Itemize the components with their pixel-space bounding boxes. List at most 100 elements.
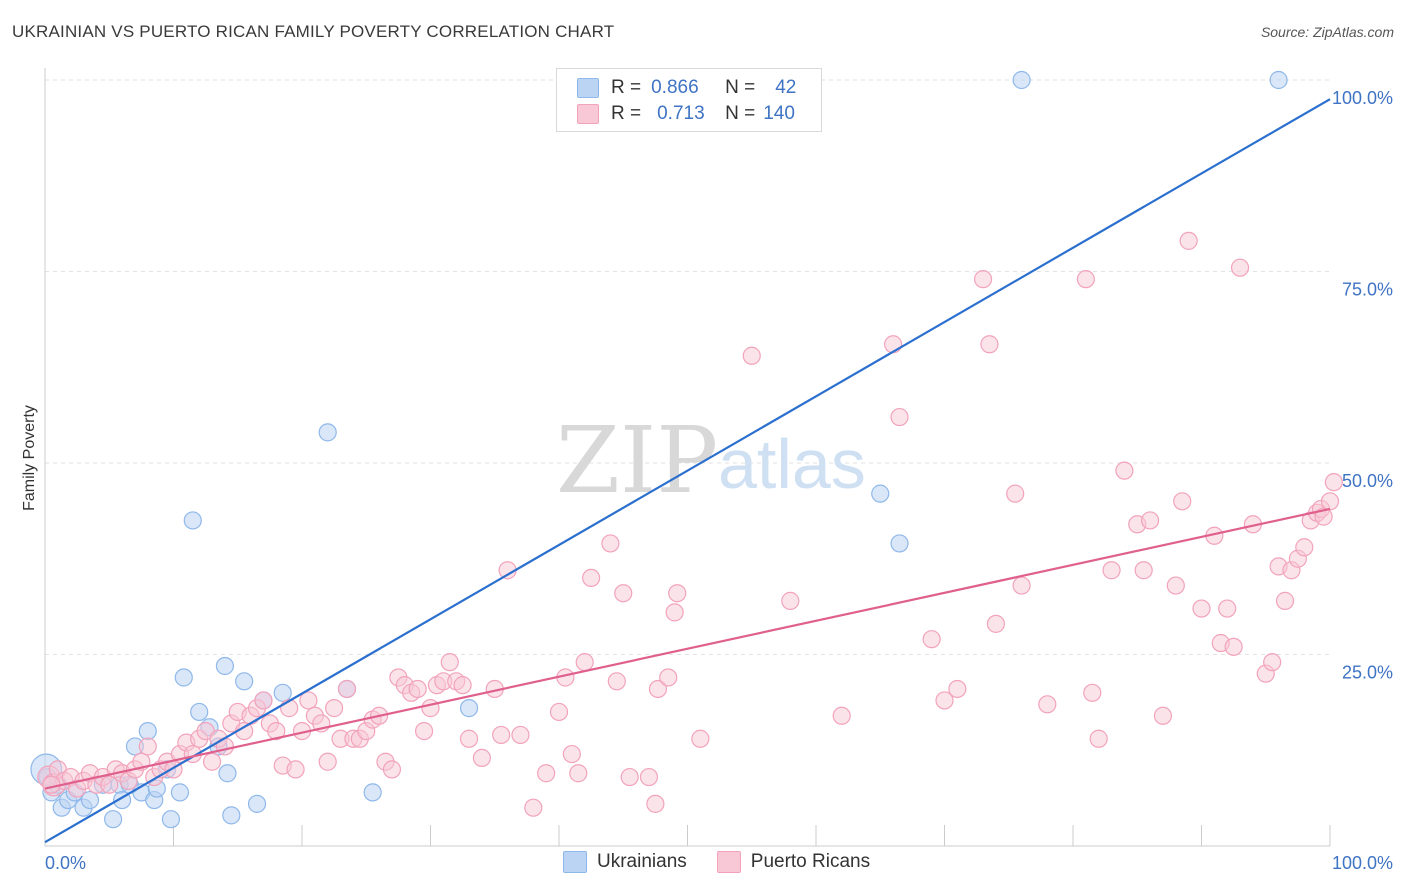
puerto-ricans-point <box>1102 561 1121 580</box>
puerto-ricans-point <box>267 721 286 741</box>
puerto-ricans-point <box>1083 683 1102 702</box>
watermark: ZIP atlas <box>556 407 866 514</box>
chart-title: UKRAINIAN VS PUERTO RICAN FAMILY POVERTY… <box>12 22 615 41</box>
ukrainians-point <box>174 668 193 687</box>
ukrainians-point <box>890 534 909 553</box>
puerto-ricans-points <box>37 231 1343 817</box>
ukrainians-point <box>218 764 237 783</box>
puerto-ricans-point <box>1230 258 1250 277</box>
puerto-ricans-point <box>648 679 668 699</box>
puerto-ricans-point <box>138 737 157 756</box>
puerto-ricans-point <box>620 767 639 787</box>
puerto-ricans-point <box>1324 473 1343 492</box>
puerto-ricans-point <box>922 630 941 649</box>
puerto-ricans-point <box>569 764 588 783</box>
puerto-ricans-point <box>883 335 903 354</box>
puerto-ricans-point <box>42 775 61 794</box>
trend-lines <box>44 98 1331 844</box>
puerto-ricans-point <box>986 614 1006 633</box>
watermark-atlas: atlas <box>718 425 866 503</box>
puerto-ricans-point <box>537 764 556 783</box>
legend-n-ukrainians: 42 <box>775 77 797 98</box>
legend-n-label: N = <box>725 77 756 98</box>
puerto-ricans-point <box>1263 653 1282 672</box>
ukrainians-point <box>104 810 123 829</box>
legend-row-puerto-ricans: R = 0.713 N = 140 <box>577 101 795 127</box>
puerto-ricans-point <box>601 534 620 553</box>
puerto-ricans-point <box>1179 231 1198 250</box>
puerto-ricans-point <box>254 691 273 710</box>
puerto-ricans-point <box>421 699 440 718</box>
puerto-ricans-point <box>575 653 594 672</box>
ukrainians-point <box>459 699 479 718</box>
puerto-ricans-point <box>459 729 479 748</box>
ukrainians-point <box>318 423 337 442</box>
puerto-ricans-point <box>614 584 633 603</box>
source-credit: Source: ZipAtlas.com <box>1260 24 1394 40</box>
puerto-ricans-trend-line <box>44 507 1331 790</box>
ukrainians-point <box>190 702 209 722</box>
puerto-ricans-point <box>659 668 678 687</box>
puerto-ricans-point <box>1115 461 1134 480</box>
ukrainians-point <box>170 783 190 802</box>
puerto-ricans-point <box>1140 511 1160 530</box>
puerto-ricans-point <box>1012 576 1031 595</box>
puerto-ricans-point <box>562 744 581 764</box>
puerto-ricans-point <box>1320 492 1340 511</box>
puerto-ricans-point <box>1218 599 1237 618</box>
puerto-ricans-point <box>665 603 684 622</box>
x-tick-label-max: 100.0% <box>1332 853 1393 873</box>
puerto-ricans-point <box>440 653 459 672</box>
puerto-ricans-point <box>337 679 357 699</box>
puerto-ricans-point <box>1173 492 1192 511</box>
series-legend-ukrainians[interactable]: Ukrainians <box>563 851 687 873</box>
puerto-ricans-point <box>742 346 761 365</box>
puerto-ricans-point <box>935 691 954 710</box>
series-legend: Ukrainians Puerto Ricans <box>563 851 900 873</box>
puerto-ricans-point <box>202 752 222 771</box>
ukrainians-point <box>247 794 267 813</box>
ukrainians-point <box>1012 70 1031 90</box>
puerto-ricans-point <box>607 672 626 691</box>
series-legend-puerto-ricans[interactable]: Puerto Ricans <box>716 851 871 873</box>
puerto-ricans-point <box>1153 706 1173 725</box>
y-axis-label: Family Poverty <box>21 405 38 511</box>
puerto-ricans-point <box>639 767 659 787</box>
legend-r-label: R = <box>611 77 642 98</box>
legend-row-ukrainians: R = 0.866 N = 42 <box>577 75 796 101</box>
puerto-ricans-point <box>299 691 318 710</box>
puerto-ricans-point <box>691 729 710 748</box>
puerto-ricans-point <box>1134 561 1153 580</box>
puerto-ricans-point <box>325 699 344 718</box>
y-tick-label: 100.0% <box>1332 88 1393 108</box>
puerto-ricans-point <box>890 407 909 427</box>
puerto-ricans-point <box>1166 576 1185 595</box>
series-swatch-ukrainians <box>563 851 587 873</box>
puerto-ricans-point <box>781 591 800 610</box>
series-label-puerto-ricans: Puerto Ricans <box>750 851 871 872</box>
y-tick-label: 50.0% <box>1342 471 1393 491</box>
ukrainians-point <box>215 656 234 676</box>
puerto-ricans-point <box>1038 695 1057 714</box>
puerto-ricans-point <box>414 721 434 741</box>
puerto-ricans-point <box>646 794 665 813</box>
legend-r-ukrainians: 0.866 <box>651 77 699 98</box>
y-tick-label: 75.0% <box>1342 280 1393 300</box>
ukrainians-point <box>80 790 100 810</box>
puerto-ricans-point <box>100 775 119 794</box>
puerto-ricans-point <box>832 706 851 725</box>
puerto-ricans-point <box>408 679 427 699</box>
legend-swatch-puerto-ricans <box>577 104 599 124</box>
correlation-legend: R = 0.866 N = 42 R = 0.713 N = 140 <box>556 68 822 132</box>
legend-n-puerto-ricans: 140 <box>763 103 795 124</box>
legend-r-puerto-ricans: 0.713 <box>657 103 705 124</box>
puerto-ricans-point <box>1076 270 1095 289</box>
ukrainians-point <box>1269 70 1288 90</box>
puerto-ricans-point <box>318 752 337 771</box>
puerto-ricans-point <box>668 584 687 603</box>
puerto-ricans-point <box>524 798 543 817</box>
puerto-ricans-point <box>453 676 472 695</box>
puerto-ricans-point <box>1295 538 1314 557</box>
x-tick-label-min: 0.0% <box>45 853 86 873</box>
legend-swatch-ukrainians <box>577 78 599 98</box>
